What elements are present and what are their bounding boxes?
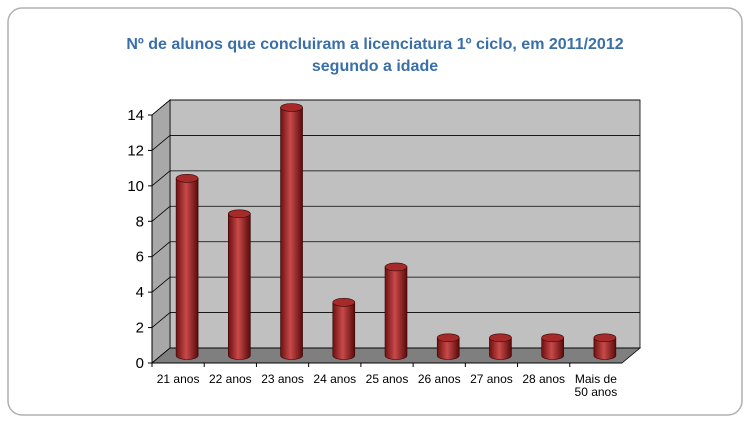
bar [489, 333, 512, 360]
grid-line [151, 170, 171, 187]
bar [541, 333, 564, 360]
x-tick-label: 21 anos [157, 372, 200, 386]
x-tick-label: 28 anos [522, 372, 565, 386]
y-tick-label: 8 [136, 213, 144, 230]
y-tick-label: 10 [127, 178, 144, 195]
chart-title: Nº de alunos que concluiram a licenciatu… [126, 36, 624, 75]
bar-body [384, 266, 408, 360]
bar [436, 333, 460, 360]
x-tick-label: 27 anos [470, 372, 513, 386]
bar-top [384, 262, 408, 272]
grid-line [151, 312, 171, 328]
side-wall [151, 99, 171, 364]
bar-body [593, 337, 617, 360]
bar-top [175, 174, 199, 183]
grid-line [151, 99, 171, 116]
bar-body [436, 337, 460, 360]
bar-top [332, 298, 356, 307]
x-tick-label: Mais de 50 anos [575, 372, 618, 399]
bar-top [593, 333, 617, 343]
x-tick-label: 25 anos [366, 372, 409, 386]
y-tick-label: 12 [127, 142, 144, 159]
bar-top [228, 209, 251, 219]
bar-body [541, 337, 564, 360]
bar-body [332, 302, 356, 360]
grid-line [151, 276, 171, 293]
bar-top [280, 103, 303, 112]
y-tick-label: 2 [136, 320, 144, 337]
x-tick-label: 22 anos [209, 372, 252, 386]
y-tick-label: 0 [136, 355, 144, 372]
grid-line [151, 241, 171, 258]
plot-area: 0 2 4 6 8 10 12 14 21 anos 22 anos 23 anos 24 anos 2… [127, 99, 642, 399]
bar [280, 103, 303, 360]
x-tick-label: 26 anos [418, 372, 461, 386]
grid-line [151, 205, 171, 222]
bar [593, 333, 617, 360]
bar [384, 262, 408, 360]
bar-body [280, 107, 303, 360]
bar-body [489, 337, 512, 360]
y-tick-label: 14 [127, 107, 144, 124]
bar-top [489, 333, 512, 343]
bar [332, 298, 356, 360]
bar [175, 174, 199, 360]
y-tick-label: 6 [136, 249, 144, 266]
x-tick-label: 23 anos [261, 372, 304, 386]
y-tick-label: 4 [136, 284, 144, 301]
bar-body [175, 178, 199, 360]
x-tick-label: 24 anos [313, 372, 356, 386]
bar [228, 209, 251, 360]
grid-line [151, 135, 171, 151]
bar-body [228, 213, 251, 360]
bar-top [541, 333, 564, 343]
bar-top [436, 333, 460, 343]
grid-line [151, 347, 171, 364]
